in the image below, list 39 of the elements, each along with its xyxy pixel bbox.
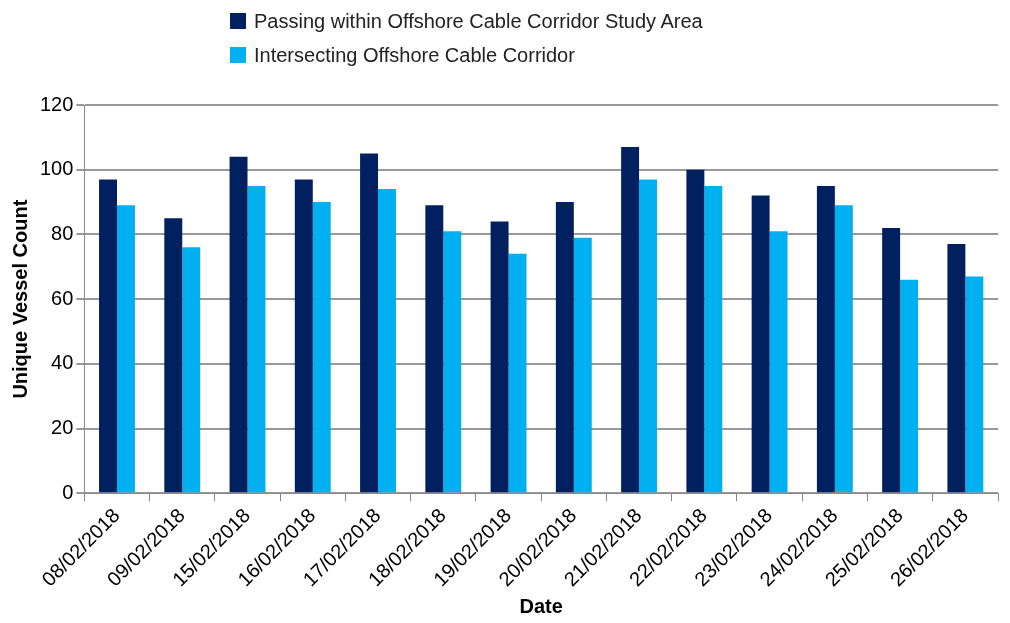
y-tick-label: 60: [51, 286, 74, 309]
bar: [229, 156, 248, 493]
y-axis-title: Unique Vessel Count: [8, 199, 31, 399]
bar: [360, 153, 379, 493]
bar: [686, 169, 705, 493]
bar: [900, 279, 919, 493]
y-tick-label: 120: [39, 92, 74, 115]
bar: [294, 179, 313, 493]
bar: [164, 218, 183, 493]
bar: [247, 185, 266, 493]
bar: [443, 231, 462, 493]
y-tick-label: 0: [62, 480, 74, 503]
bar: [490, 221, 509, 493]
bar: [573, 237, 592, 493]
bar: [965, 276, 984, 493]
bar: [816, 185, 835, 493]
bar: [508, 253, 527, 493]
y-tick-label: 20: [51, 416, 74, 439]
bar: [425, 205, 444, 493]
y-tick-label: 40: [51, 351, 74, 374]
x-axis-title: Date: [519, 594, 563, 617]
bar: [555, 202, 574, 493]
bar: [947, 244, 966, 493]
bar: [882, 227, 901, 493]
legend-label: Intersecting Offshore Cable Corridor: [254, 43, 575, 67]
y-tick-label: 80: [51, 221, 74, 244]
bar: [639, 179, 658, 493]
bar: [769, 231, 788, 493]
bar: [621, 147, 640, 493]
bar: [378, 189, 396, 493]
bar: [312, 202, 331, 493]
bar: [117, 205, 135, 493]
bar: [834, 205, 853, 493]
y-tick-label: 100: [39, 157, 74, 180]
bar: [704, 185, 723, 493]
legend-label: Passing within Offshore Cable Corridor Study Area: [254, 9, 703, 33]
bar: [751, 195, 770, 493]
bar: [182, 247, 201, 493]
bar: [99, 179, 117, 493]
